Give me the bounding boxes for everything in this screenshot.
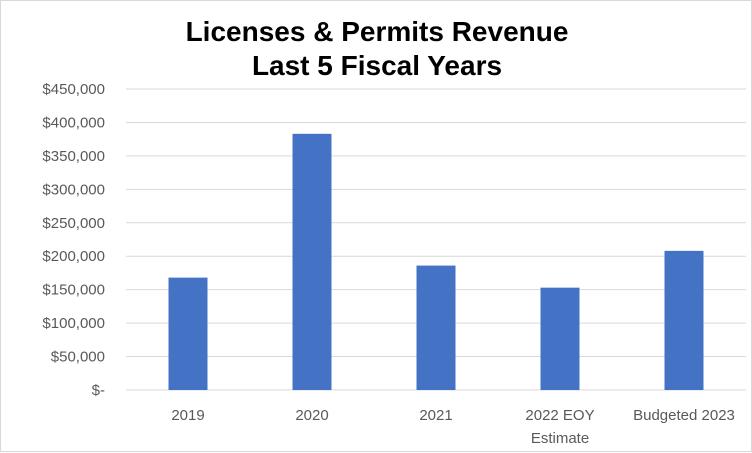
y-tick-label: $350,000: [42, 148, 105, 165]
chart-title-line-2: Last 5 Fiscal Years: [251, 50, 503, 81]
bar: [292, 133, 332, 390]
y-tick-label: $300,000: [42, 181, 105, 198]
y-tick-label: $450,000: [42, 81, 105, 98]
y-tick-label: $100,000: [42, 315, 105, 332]
y-tick-label: $-: [92, 382, 105, 399]
chart-title: Licenses & Permits Revenue Last 5 Fiscal…: [1, 15, 752, 83]
y-tick-label: $150,000: [42, 282, 105, 299]
y-tick-label: $200,000: [42, 248, 105, 265]
bar: [540, 287, 580, 390]
x-tick-label: 2020: [295, 407, 328, 424]
x-tick-label: Budgeted 2023: [633, 407, 735, 424]
chart-title-line-1: Licenses & Permits Revenue: [185, 16, 569, 47]
bar: [416, 265, 456, 390]
bar: [664, 250, 704, 390]
x-tick-label: 2022 EOY: [525, 407, 594, 424]
x-tick-label: 2021: [419, 407, 452, 424]
y-tick-label: $400,000: [42, 114, 105, 131]
y-tick-label: $50,000: [51, 349, 105, 366]
x-tick-label: Estimate: [531, 430, 589, 447]
bar: [168, 277, 208, 390]
y-tick-label: $250,000: [42, 215, 105, 232]
x-tick-label: 2019: [171, 407, 204, 424]
